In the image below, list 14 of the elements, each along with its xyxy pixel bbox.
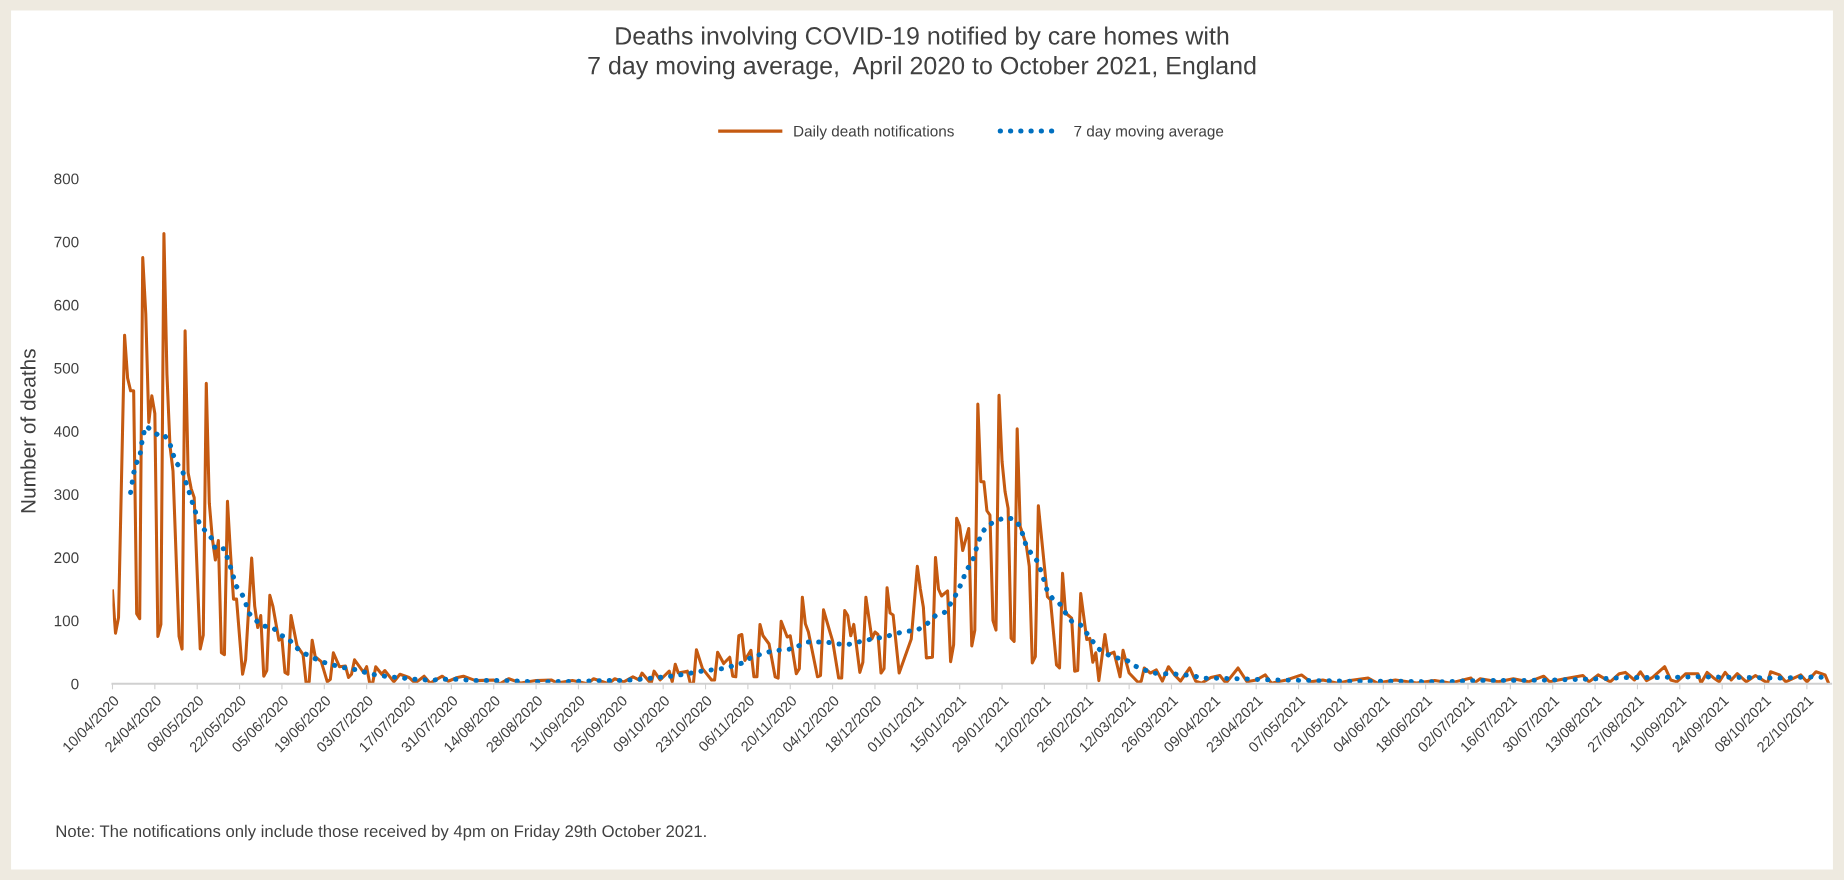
y-axis-title: Number of deaths	[20, 349, 36, 513]
y-tick-label: 0	[71, 678, 79, 690]
legend-label: Daily death notifications	[794, 125, 954, 140]
y-tick-label: 200	[54, 552, 79, 564]
y-tick-label: 500	[54, 362, 79, 374]
y-tick-label: 600	[54, 299, 79, 311]
y-tick-label: 300	[54, 489, 79, 501]
text: Note: The notifications only include those received by 4pm on Friday 29th October 2021.	[56, 824, 706, 841]
y-tick-label: 800	[54, 173, 79, 185]
y-tick-label: 700	[54, 236, 79, 248]
y-tick-label: 100	[54, 615, 79, 627]
y-tick-label: 400	[54, 426, 79, 437]
chart-title: Deaths involving COVID-19 notified by care homes with 7 day moving average, April 2020 to October 2021, England	[588, 26, 1256, 80]
legend-label: 7 day moving average	[1074, 125, 1224, 140]
